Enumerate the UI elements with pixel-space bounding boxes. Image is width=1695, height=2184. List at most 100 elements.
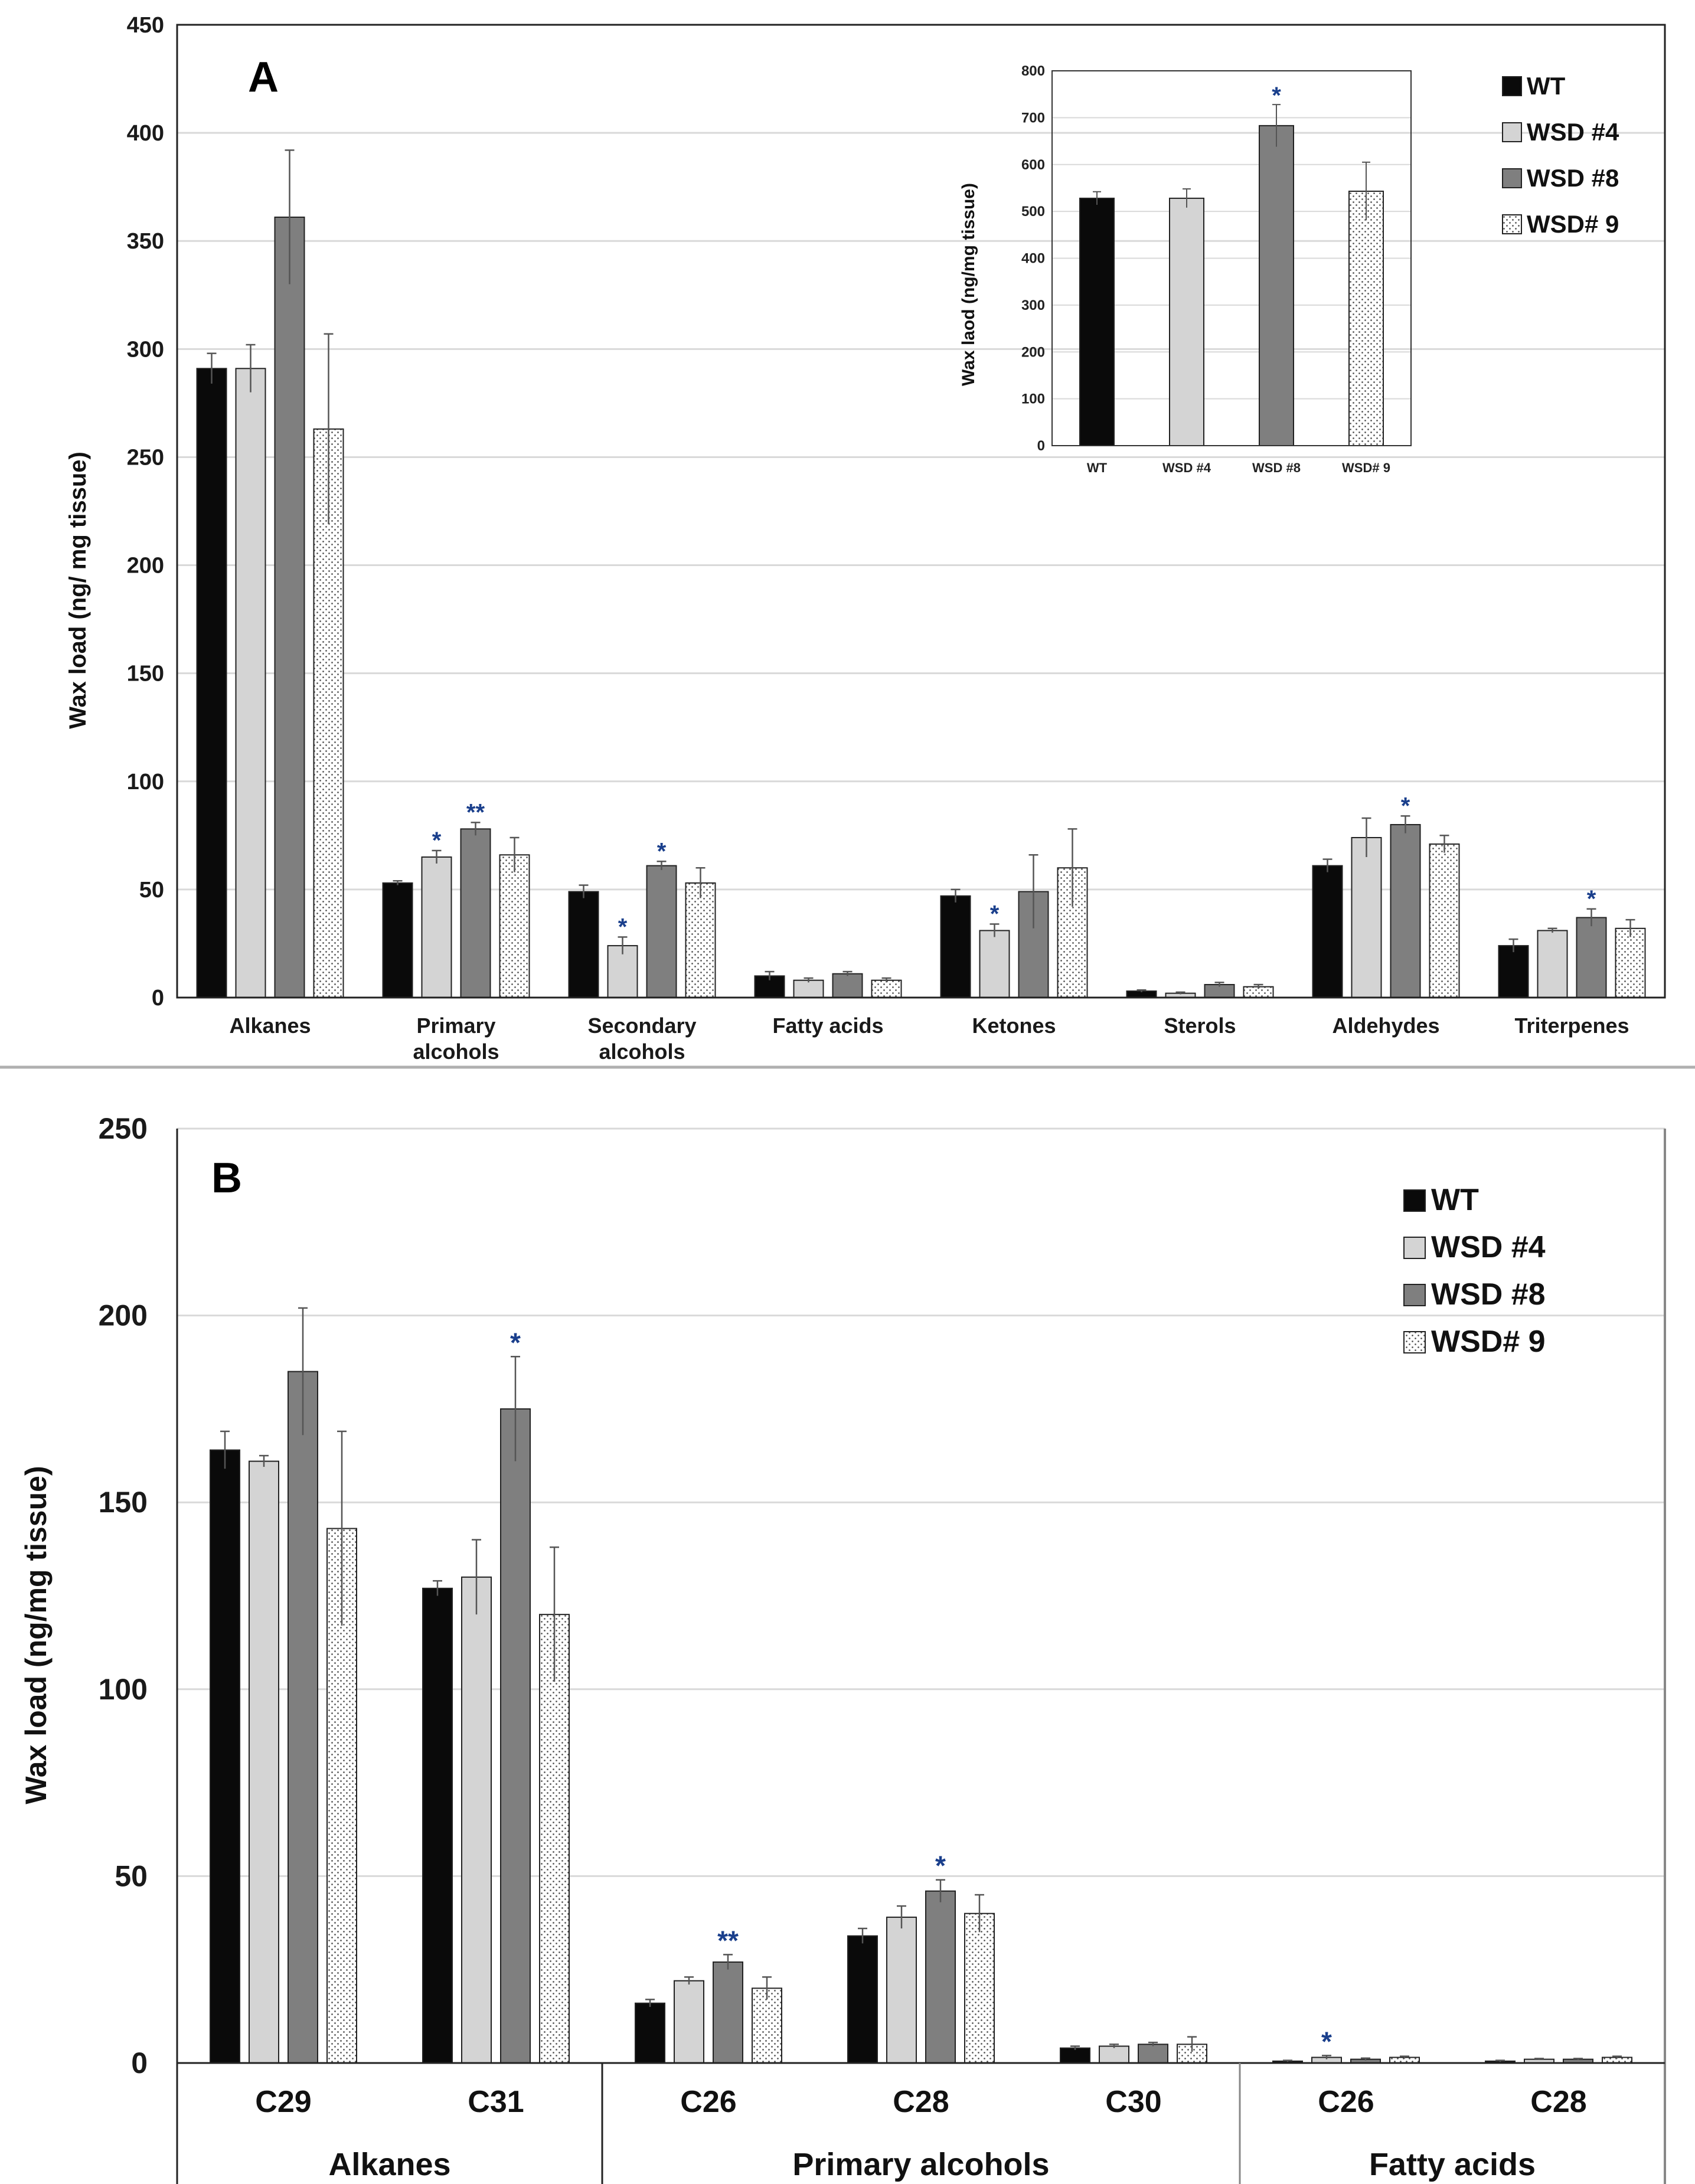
category-label-secondary: Secondary: [587, 1013, 696, 1038]
panel-b-y-axis-label: Wax load (ng/mg tissue): [19, 1466, 53, 1804]
inset-y-tick-label: 500: [1021, 204, 1045, 220]
panel-a-chart: 0 50 100 150 200 250 300 350 400 450 Alkanes Prima…: [65, 13, 1666, 1064]
significance-star: *: [1587, 886, 1596, 912]
bar-wsd-9: [871, 979, 902, 999]
y-tick-label: 350: [127, 229, 164, 254]
inset-y-tick-label: 0: [1037, 438, 1045, 454]
category-label-aldehydes: Aldehydes: [1332, 1013, 1439, 1038]
y-tick-label: 100: [127, 770, 164, 795]
bar-wsd-4: [421, 856, 452, 999]
panel-b-category-labels: C29 C31 C26 C28 C30 C26 C28: [255, 2085, 1586, 2119]
panel-a-significance-marks: ********: [432, 793, 1596, 940]
legend-swatch-wsd-4: [1403, 1237, 1426, 1259]
significance-star: *: [990, 901, 1000, 927]
bar-wsd-8: [460, 828, 491, 998]
category-label-alcohols: alcohols: [413, 1039, 499, 1064]
legend-swatch-wt: [1403, 1189, 1426, 1212]
category-label-alcohols: alcohols: [599, 1039, 685, 1064]
inset-y-tick-label: 100: [1021, 391, 1045, 407]
inset-y-tick-label: 300: [1021, 297, 1045, 313]
legend-swatch-wsd-8: [1502, 168, 1522, 188]
group-label-fatty-acids: Fatty acids: [1369, 2147, 1536, 2182]
legend-swatch-wsd-9: [1403, 1331, 1426, 1353]
y-tick-label: 150: [99, 1486, 148, 1519]
bar-wsd-8: [500, 1408, 531, 2064]
bar-wsd-4: [1099, 2045, 1129, 2064]
y-tick-label: 50: [115, 1859, 148, 1892]
significance-star: **: [466, 799, 485, 825]
legend-label-wsd-4: WSD #4: [1431, 1230, 1546, 1264]
bar-wt: [1312, 865, 1343, 999]
inset-category-label-wt: WT: [1087, 460, 1108, 475]
bar-wsd-4: [235, 368, 266, 998]
bar-wsd-9: [752, 1987, 782, 2064]
inset-category-label-wsd-4: WSD #4: [1162, 460, 1211, 475]
category-label-c29: C29: [255, 2085, 311, 2119]
legend-label-wsd-8: WSD #8: [1431, 1277, 1546, 1312]
bar-wt: [1498, 945, 1529, 999]
panel-a-label: A: [248, 54, 279, 101]
bar-wsd-8: [274, 216, 305, 999]
inset-frame: [1051, 70, 1412, 446]
panel-a-axes: [176, 24, 1666, 999]
y-tick-label: 0: [131, 2046, 148, 2080]
inset-y-tick-label: 200: [1021, 344, 1045, 360]
inset-significance-star: *: [1272, 83, 1281, 109]
bar-wsd-4: [793, 979, 824, 999]
inset-significance-marks: *: [1272, 83, 1281, 109]
bar-wsd-9: [1429, 843, 1460, 998]
category-label-c30: C30: [1105, 2085, 1161, 2119]
bar-wsd-4: [249, 1460, 279, 2064]
y-tick-label: 300: [127, 337, 164, 362]
legend-swatch-wsd-4: [1502, 122, 1522, 142]
category-label-alkanes: Alkanes: [229, 1013, 311, 1038]
y-tick-label: 200: [99, 1299, 148, 1332]
y-tick-label: 100: [99, 1673, 148, 1706]
bar-wt: [210, 1449, 240, 2064]
bar-wsd-4: [1537, 930, 1568, 998]
inset-bar-wt: [1079, 197, 1115, 446]
panel-b-chart: 0 50 100 150 200 250 C29 C31 C26 C28 C30 C26 C28 Al…: [19, 1112, 1666, 2184]
legend-label-wt: WT: [1431, 1183, 1479, 1217]
inset-category-label-wsd-8: WSD #8: [1252, 460, 1301, 475]
group-label-primary-alcohols: Primary alcohols: [792, 2147, 1049, 2182]
legend-label-wsd-9: WSD# 9: [1527, 210, 1619, 238]
y-tick-label: 250: [99, 1112, 148, 1145]
bar-wt: [847, 1935, 878, 2064]
bar-wt: [1060, 2047, 1090, 2064]
panel-a-gridlines: [177, 24, 1665, 891]
inset-y-tick-label: 600: [1021, 157, 1045, 173]
y-tick-label: 450: [127, 13, 164, 38]
panel-b-bars: [210, 1307, 1632, 2064]
y-tick-label: 150: [127, 662, 164, 686]
bar-wsd-9: [964, 1912, 995, 2064]
panel-b-legend: WT WSD #4 WSD #8 WSD# 9: [1403, 1183, 1546, 1359]
panel-b-label: B: [211, 1155, 242, 1202]
panel-b-group-labels: Alkanes Primary alcohols Fatty acids: [328, 2063, 1536, 2184]
panel-b-y-ticks: 0 50 100 150 200 250: [99, 1112, 148, 2080]
bar-wsd-9: [685, 882, 716, 998]
panel-a-category-labels: Alkanes PrimaryalcoholsSecondaryalcoholsF…: [229, 1013, 1629, 1064]
bar-wsd-4: [674, 1980, 704, 2064]
bar-wt: [635, 2002, 665, 2064]
bar-wsd-9: [1615, 927, 1646, 998]
bar-wsd-9: [539, 1614, 570, 2064]
legend-label-wsd-9: WSD# 9: [1431, 1325, 1546, 1359]
group-label-alkanes: Alkanes: [328, 2147, 450, 2182]
panel-a-bars: [196, 149, 1646, 999]
bar-wt: [568, 891, 599, 999]
bar-wsd-4: [461, 1576, 492, 2064]
bar-wt: [196, 368, 227, 998]
category-label-fatty-acids: Fatty acids: [772, 1013, 883, 1038]
significance-star: **: [717, 1925, 739, 1956]
legend-label-wsd-8: WSD #8: [1527, 164, 1619, 192]
y-tick-label: 250: [127, 445, 164, 470]
category-label-c28: C28: [1530, 2085, 1586, 2119]
inset-axes: [1051, 70, 1412, 446]
bar-wsd-8: [832, 973, 863, 999]
inset-y-axis-label: Wax laod (ng/mg tissue): [959, 183, 978, 386]
category-label-triterpenes: Triterpenes: [1514, 1013, 1629, 1038]
inset-bars: [1079, 104, 1384, 446]
bar-wsd-4: [1351, 836, 1382, 999]
